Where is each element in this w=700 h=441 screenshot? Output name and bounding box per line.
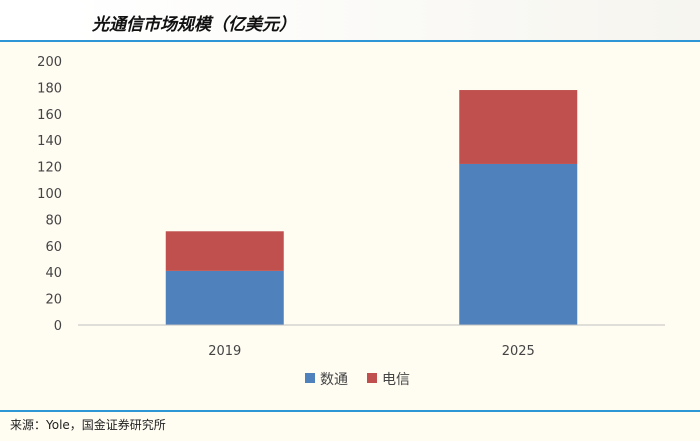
bar-2019-series-1	[165, 270, 284, 325]
x-tick-label: 2019	[208, 344, 241, 359]
legend-swatch	[305, 373, 315, 383]
x-axis: 2019 2025	[208, 344, 535, 359]
legend-swatch	[367, 373, 377, 383]
chart-title: 光通信市场规模（亿美元）	[92, 15, 296, 35]
bar-2019-series-2	[165, 231, 284, 271]
y-tick-label: 20	[45, 293, 62, 308]
title-band	[0, 0, 700, 40]
y-tick-label: 80	[45, 213, 62, 228]
y-tick-label: 200	[37, 55, 62, 70]
y-tick-label: 160	[37, 108, 62, 123]
y-tick-label: 180	[37, 81, 62, 96]
top-divider	[0, 40, 700, 42]
y-tick-label: 0	[54, 319, 62, 334]
bottom-divider	[0, 410, 700, 412]
y-tick-label: 140	[37, 134, 62, 149]
x-tick-label: 2025	[502, 344, 535, 359]
y-tick-label: 120	[37, 161, 62, 176]
legend: 数通 电信	[305, 372, 410, 388]
y-tick-label: 100	[37, 187, 62, 202]
source-note: 来源：Yole，国金证券研究所	[10, 418, 166, 432]
y-tick-label: 60	[45, 240, 62, 255]
bar-2025-series-1	[459, 163, 578, 325]
y-axis: 0 20 40 60 80 100 120 140 160 180 200	[37, 55, 62, 334]
legend-label: 数通	[320, 372, 348, 388]
bars	[165, 90, 578, 325]
bar-2025-series-2	[459, 90, 578, 164]
legend-label: 电信	[382, 372, 410, 388]
y-tick-label: 40	[45, 266, 62, 281]
